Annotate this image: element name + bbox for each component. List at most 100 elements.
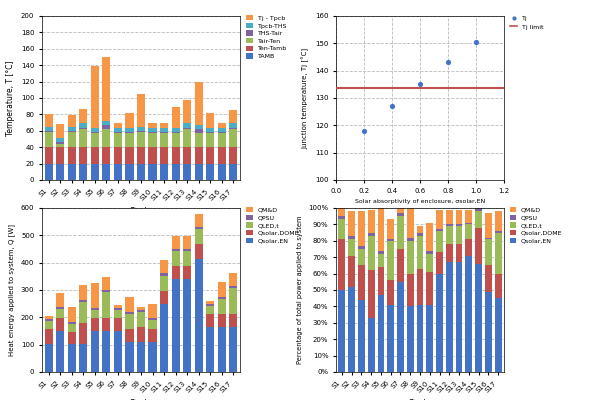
- Bar: [387, 305, 394, 372]
- Legend: Tj - Tpcb, Tpcb-THS, THS-Tair, Tair-Ten, Ten-Tamb, TAMB: Tj - Tpcb, Tpcb-THS, THS-Tair, Tair-Ten,…: [244, 13, 290, 62]
- Bar: [368, 210, 374, 232]
- Bar: [103, 147, 110, 164]
- Bar: [68, 164, 76, 180]
- Bar: [114, 164, 122, 180]
- Bar: [183, 249, 191, 251]
- Bar: [160, 290, 168, 304]
- Bar: [79, 129, 88, 147]
- Bar: [172, 266, 179, 279]
- Bar: [475, 202, 482, 208]
- Bar: [407, 306, 413, 372]
- Bar: [218, 314, 226, 327]
- Bar: [56, 309, 64, 318]
- Y-axis label: Heat energy applied to system, Q [W]: Heat energy applied to system, Q [W]: [8, 224, 16, 356]
- Bar: [160, 132, 168, 133]
- Bar: [125, 312, 134, 314]
- Point: [415, 81, 425, 88]
- Bar: [125, 296, 134, 312]
- Bar: [56, 147, 64, 164]
- Bar: [194, 125, 203, 129]
- Bar: [206, 147, 214, 164]
- Bar: [125, 132, 134, 133]
- Bar: [229, 314, 237, 327]
- Bar: [229, 110, 237, 124]
- Point: [359, 128, 369, 134]
- Bar: [148, 164, 157, 180]
- Bar: [377, 295, 385, 372]
- Bar: [387, 280, 394, 305]
- Bar: [446, 210, 453, 224]
- Bar: [466, 223, 472, 224]
- Bar: [125, 147, 134, 164]
- Y-axis label: Temperature, T [°C]: Temperature, T [°C]: [7, 60, 16, 136]
- Bar: [114, 305, 122, 308]
- Bar: [137, 132, 145, 147]
- Bar: [114, 133, 122, 147]
- Bar: [79, 124, 88, 128]
- Bar: [45, 131, 53, 132]
- Bar: [446, 226, 453, 244]
- Bar: [416, 236, 424, 269]
- Bar: [377, 254, 385, 267]
- Bar: [436, 231, 443, 252]
- Bar: [338, 220, 345, 239]
- Bar: [194, 214, 203, 227]
- Bar: [172, 236, 179, 249]
- Bar: [45, 321, 53, 329]
- Bar: [103, 164, 110, 180]
- Bar: [495, 211, 502, 231]
- Bar: [218, 147, 226, 164]
- Bar: [416, 269, 424, 305]
- Bar: [56, 138, 64, 142]
- Bar: [114, 147, 122, 164]
- Bar: [218, 124, 226, 128]
- Bar: [79, 302, 88, 322]
- Bar: [194, 244, 203, 258]
- Bar: [206, 133, 214, 147]
- Bar: [194, 227, 203, 229]
- Bar: [137, 328, 145, 342]
- Bar: [377, 267, 385, 295]
- X-axis label: Study: Study: [130, 399, 152, 400]
- Bar: [427, 223, 433, 251]
- Bar: [160, 133, 168, 147]
- X-axis label: Study: Study: [409, 399, 431, 400]
- Bar: [183, 128, 191, 129]
- Bar: [137, 312, 145, 328]
- Bar: [427, 305, 433, 372]
- Bar: [114, 310, 122, 318]
- Legend: QM&D, QPSU, QLED,t, Qsolar,DOME, Qsolar,EN: QM&D, QPSU, QLED,t, Qsolar,DOME, Qsolar,…: [244, 205, 302, 246]
- Bar: [436, 229, 443, 231]
- Legend: QM&D, QPSU, QLED,t, Qsolar,DOME, Qsolar,EN: QM&D, QPSU, QLED,t, Qsolar,DOME, Qsolar,…: [508, 205, 565, 246]
- Bar: [338, 208, 345, 216]
- Bar: [103, 331, 110, 372]
- Bar: [160, 128, 168, 132]
- Bar: [125, 113, 134, 128]
- Bar: [103, 290, 110, 292]
- Bar: [148, 124, 157, 128]
- Bar: [183, 100, 191, 124]
- Bar: [338, 290, 345, 372]
- Bar: [68, 132, 76, 147]
- Bar: [416, 232, 424, 236]
- Bar: [206, 327, 214, 372]
- Bar: [387, 220, 394, 239]
- Bar: [125, 133, 134, 147]
- Bar: [348, 211, 355, 236]
- Bar: [45, 344, 53, 372]
- Bar: [377, 251, 385, 254]
- Bar: [91, 147, 99, 164]
- Bar: [103, 277, 110, 290]
- Bar: [427, 272, 433, 305]
- Bar: [348, 287, 355, 372]
- Bar: [446, 224, 453, 226]
- Bar: [137, 127, 145, 131]
- Bar: [91, 66, 99, 128]
- Bar: [358, 266, 365, 300]
- Bar: [160, 273, 168, 276]
- Bar: [377, 205, 385, 251]
- Bar: [160, 164, 168, 180]
- Bar: [114, 308, 122, 310]
- Bar: [45, 132, 53, 147]
- Bar: [56, 318, 64, 331]
